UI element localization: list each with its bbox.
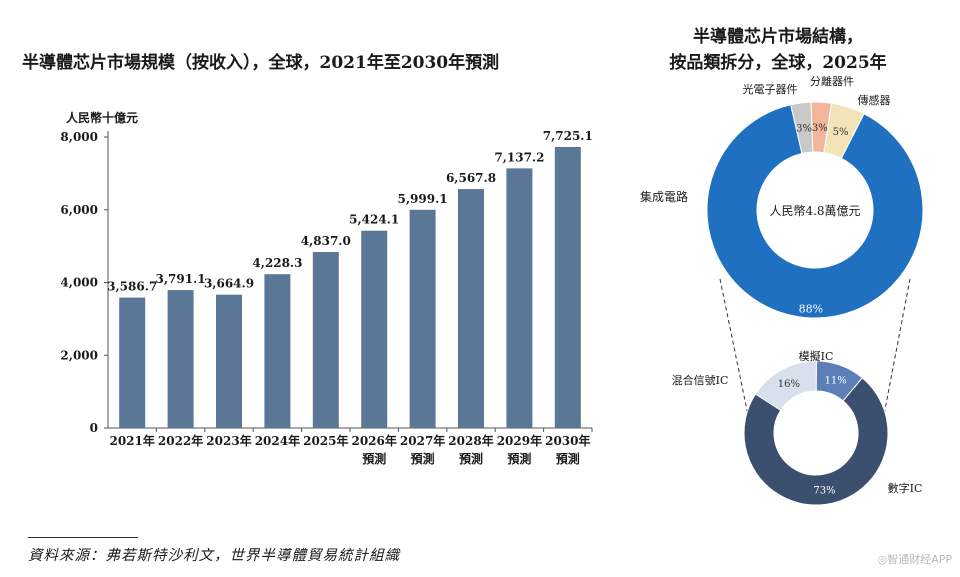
x-tick-label: 2030年 xyxy=(545,433,590,448)
y-tick-label: 8,000 xyxy=(60,130,98,144)
bar xyxy=(361,230,388,428)
slice-percent-label: 11% xyxy=(825,376,847,387)
donut-chart-title: 半導體芯片市場結構， 按品類拆分，全球，2025年 xyxy=(628,24,928,76)
donut-slice xyxy=(706,104,924,319)
bar xyxy=(119,297,146,428)
bar-chart-title: 半導體芯片市場規模（按收入），全球，2021年至2030年預測 xyxy=(22,53,500,73)
bar xyxy=(264,274,291,428)
donut-slice xyxy=(743,377,889,506)
bar-value-label: 4,228.3 xyxy=(252,256,302,270)
slice-percent-label: 3% xyxy=(812,123,828,134)
slice-percent-label: 73% xyxy=(813,485,835,496)
slice-name-label: 模擬IC xyxy=(799,349,834,363)
y-axis-label: 人民幣十億元 xyxy=(66,111,139,125)
x-tick-sublabel: 預測 xyxy=(411,451,435,466)
bar-value-label: 3,791.1 xyxy=(156,272,206,286)
x-tick-label: 2025年 xyxy=(303,433,348,448)
slice-percent-label: 88% xyxy=(799,302,823,315)
bar xyxy=(409,209,436,428)
x-tick-label: 2029年 xyxy=(497,433,542,448)
slice-name-label: 混合信號IC xyxy=(672,373,729,387)
bar-value-label: 4,837.0 xyxy=(301,234,351,248)
bar-value-label: 6,567.8 xyxy=(446,171,496,185)
connector-line xyxy=(719,278,750,421)
source-note: 資料來源：弗若斯特沙利文，世界半導體貿易統計組織 xyxy=(28,548,400,564)
bar xyxy=(506,168,533,429)
x-tick-label: 2022年 xyxy=(158,433,203,448)
slice-name-label: 傳感器 xyxy=(858,94,891,107)
x-tick-label: 2028年 xyxy=(448,433,493,448)
watermark: ◎智通财经APP xyxy=(877,553,952,566)
slice-percent-label: 5% xyxy=(833,127,849,138)
donut-title-line1: 半導體芯片市場結構， xyxy=(693,27,863,47)
y-tick-label: 0 xyxy=(90,421,98,435)
bar xyxy=(458,189,484,428)
bar-value-label: 7,137.2 xyxy=(494,150,544,164)
bar-value-label: 3,664.9 xyxy=(204,277,254,291)
x-tick-sublabel: 預測 xyxy=(459,451,483,466)
bar-value-label: 7,725.1 xyxy=(543,129,593,143)
donut-title-line2: 按品類拆分，全球，2025年 xyxy=(669,53,887,73)
slice-name-label: 集成電路 xyxy=(640,189,688,204)
bar xyxy=(167,290,194,428)
bar-value-label: 3,586.7 xyxy=(107,280,157,294)
x-tick-label: 2023年 xyxy=(206,433,251,448)
slice-percent-label: 16% xyxy=(778,379,800,390)
bar xyxy=(312,252,339,428)
donut-slice xyxy=(815,360,863,402)
x-tick-label: 2021年 xyxy=(109,433,154,448)
slice-percent-label: 3% xyxy=(796,124,812,135)
x-tick-sublabel: 預測 xyxy=(362,451,386,466)
x-tick-sublabel: 預測 xyxy=(507,451,531,466)
bar-value-label: 5,424.1 xyxy=(349,213,399,227)
x-tick-sublabel: 預測 xyxy=(556,451,580,466)
x-tick-label: 2027年 xyxy=(400,433,445,448)
bar-chart: 0 2,000 4,000 6,000 8,000 3,586.7 2021年 3,791.1… xyxy=(60,129,593,466)
y-tick-label: 2,000 xyxy=(60,348,98,362)
x-tick-label: 2026年 xyxy=(351,433,396,448)
x-tick-label: 2024年 xyxy=(255,433,300,448)
bar xyxy=(554,146,581,428)
source-divider xyxy=(28,537,138,538)
slice-name-label: 光電子器件 xyxy=(743,82,798,96)
y-tick-label: 4,000 xyxy=(60,276,98,290)
slice-name-label: 數字IC xyxy=(888,481,923,495)
bar xyxy=(216,294,242,428)
bar-value-label: 5,999.1 xyxy=(398,192,448,206)
slice-name-label: 分離器件 xyxy=(810,74,854,88)
y-tick-label: 6,000 xyxy=(60,203,98,217)
donut-slice xyxy=(823,102,865,159)
connector-line xyxy=(882,278,911,421)
donut-center-label: 人民幣4.8萬億元 xyxy=(769,204,860,218)
